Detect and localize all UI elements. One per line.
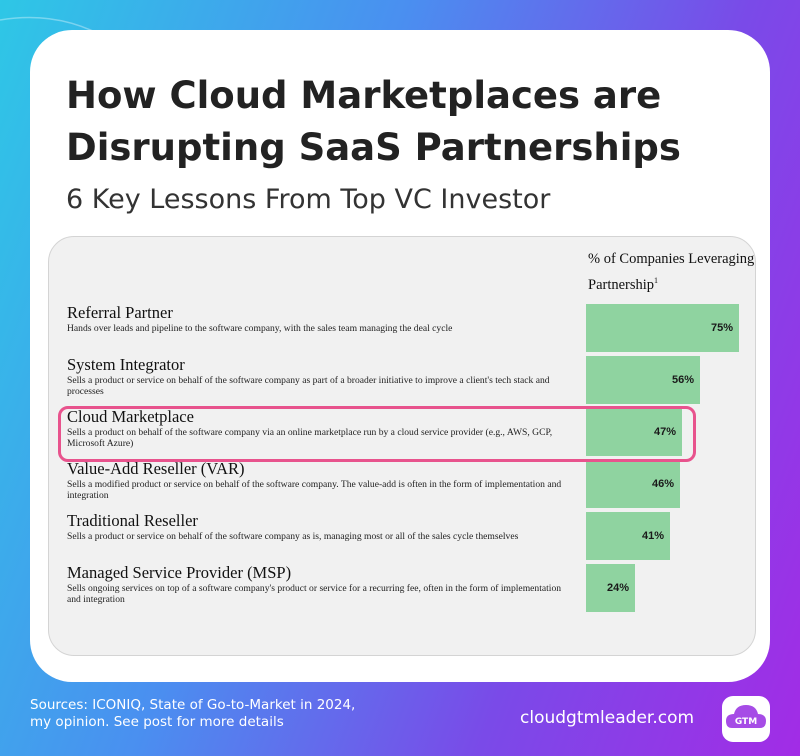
category-description: Sells a modified product or service on b… — [67, 479, 562, 501]
category-label: Cloud Marketplace — [67, 407, 194, 426]
bar: 56% — [586, 356, 700, 404]
chart-row: Traditional Reseller Sells a product or s… — [67, 511, 567, 543]
category-description: Hands over leads and pipeline to the sof… — [67, 323, 453, 334]
footnote-marker: 1 — [654, 276, 659, 285]
page-title: How Cloud Marketplaces are Disrupting Sa… — [66, 74, 681, 169]
logo-text: GTM — [734, 717, 758, 727]
bar-value-label: 46% — [651, 478, 674, 490]
chart-row: Value-Add Reseller (VAR) Sells a modified… — [67, 459, 567, 502]
cloud-marketplace-highlight — [58, 406, 696, 462]
bar: 47% — [586, 408, 682, 456]
chart-row: Cloud Marketplace Sells a product on beha… — [67, 407, 567, 450]
category-label: Managed Service Provider (MSP) — [67, 563, 292, 582]
bar-value-label: 75% — [710, 322, 733, 334]
chart-row: System Integrator Sells a product or serv… — [67, 355, 567, 398]
page-subtitle: 6 Key Lessons From Top VC Investor — [66, 184, 551, 215]
bar-value-label: 47% — [653, 426, 676, 438]
gtm-logo: GTM — [722, 696, 770, 742]
website-link[interactable]: cloudgtmleader.com — [520, 708, 695, 728]
sources-note: Sources: ICONIQ, State of Go-to-Market i… — [30, 697, 390, 731]
bar: 24% — [586, 564, 635, 612]
category-description: Sells a product on behalf of the softwar… — [67, 427, 553, 449]
bar-value-label: 41% — [641, 530, 664, 542]
bar-value-label: 56% — [671, 374, 694, 386]
value-column-header-text: % of Companies Leveraging Partnership — [588, 251, 755, 293]
category-description: Sells a product or service on behalf of … — [67, 375, 550, 397]
chart-row: Managed Service Provider (MSP) Sells ongo… — [67, 563, 567, 606]
sources-line-2: my opinion. See post for more details — [30, 714, 284, 730]
bar: 46% — [586, 460, 680, 508]
category-label: System Integrator — [67, 355, 185, 374]
category-label: Value-Add Reseller (VAR) — [67, 459, 245, 478]
category-label: Referral Partner — [67, 303, 173, 322]
value-column-header: % of Companies Leveraging Partnership1 — [588, 248, 758, 296]
sources-line-1: Sources: ICONIQ, State of Go-to-Market i… — [30, 697, 356, 713]
cloud-icon — [726, 705, 766, 728]
bar-value-label: 24% — [606, 582, 629, 594]
category-description: Sells a product or service on behalf of … — [67, 531, 519, 542]
chart-row: Referral Partner Hands over leads and pip… — [67, 303, 567, 335]
bar: 75% — [586, 304, 739, 352]
bar: 41% — [586, 512, 670, 560]
category-description: Sells ongoing services on top of a softw… — [67, 583, 562, 605]
category-label: Traditional Reseller — [67, 511, 198, 530]
